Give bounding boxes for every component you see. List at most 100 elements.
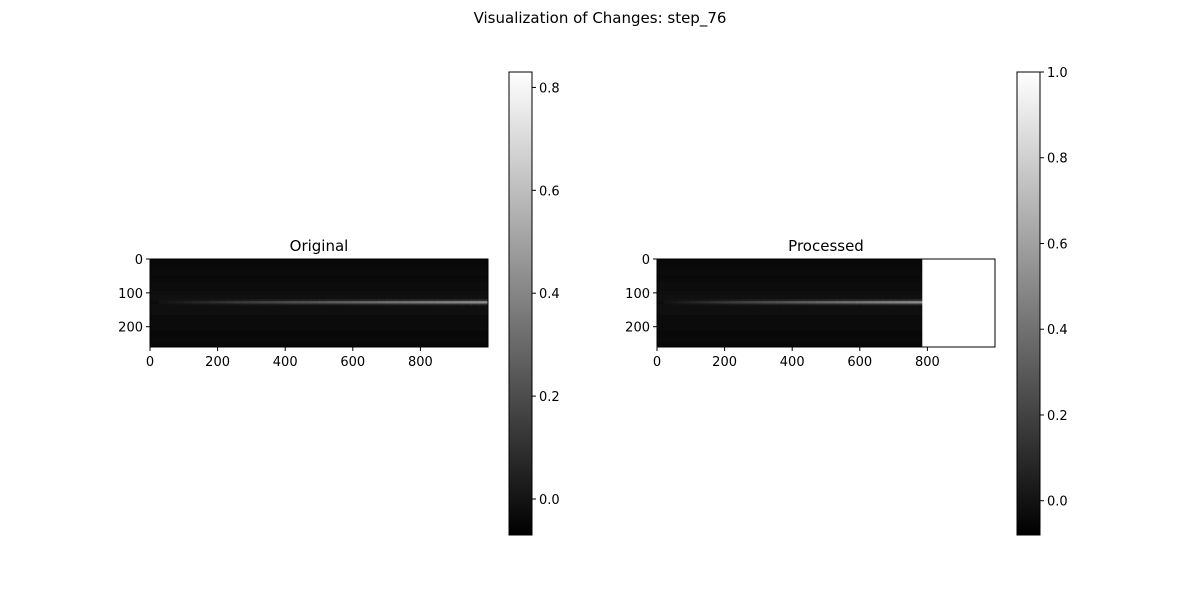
heatmap-row: [657, 267, 923, 272]
heatmap-bright-line-glow: [663, 299, 671, 306]
heatmap-row: [150, 331, 488, 336]
y-tick-label: 100: [118, 287, 143, 302]
heatmap-bright-line-segment: [471, 301, 480, 304]
figure-title: Visualization of Changes: step_76: [474, 9, 727, 28]
heatmap-bright-line-glow: [670, 299, 678, 306]
heatmap-bright-line-segment: [736, 301, 744, 304]
heatmap-fill-region: [922, 259, 995, 347]
heatmap-bright-line-glow: [276, 299, 286, 306]
colorbar-tick-label: 0.0: [539, 493, 560, 508]
heatmap-bright-line-glow: [428, 299, 438, 306]
heatmap-bright-line-glow: [783, 299, 791, 306]
heatmap-bright-line-glow: [763, 299, 771, 306]
heatmap-bright-line-segment: [454, 301, 464, 304]
heatmap-row: [150, 323, 488, 328]
heatmap-bright-line-segment: [729, 301, 737, 304]
axes-frame: [656, 258, 996, 348]
heatmap-bright-line-segment: [663, 301, 671, 304]
heatmap-bright-line-glow: [352, 299, 362, 306]
heatmap-row: [657, 271, 923, 276]
x-tick-label: 600: [340, 355, 365, 370]
heatmap-bright-line-segment: [869, 301, 877, 304]
heatmap-bright-line-glow: [657, 299, 665, 306]
heatmap-row: [657, 343, 923, 348]
heatmap-row: [150, 259, 488, 264]
heatmap-bright-line-segment: [234, 301, 244, 304]
colorbar-tick-label: 0.0: [1047, 495, 1068, 510]
heatmap-bright-line-segment: [344, 301, 354, 304]
heatmap-bright-line-segment: [670, 301, 678, 304]
x-tick-label: 400: [273, 355, 298, 370]
heatmap-bright-line-glow: [395, 299, 404, 306]
heatmap-bright-line-glow: [471, 299, 480, 306]
colorbar-tick-label: 0.6: [1047, 237, 1068, 252]
heatmap-row: [657, 315, 923, 320]
heatmap-row: [150, 303, 488, 308]
heatmap-bright-line-glow: [158, 299, 168, 306]
y-tick-label: 200: [625, 321, 650, 336]
heatmap-row: [657, 283, 923, 288]
colorbar: [1016, 71, 1041, 536]
heatmap-row: [657, 331, 923, 336]
heatmap-bright-line-segment: [842, 301, 850, 304]
heatmap-bright-line-glow: [420, 299, 430, 306]
heatmap-bright-line-glow: [882, 299, 890, 306]
heatmap-bright-line-segment: [378, 301, 387, 304]
heatmap-row: [150, 295, 488, 300]
heatmap-bright-line-segment: [335, 301, 345, 304]
heatmap-row: [657, 319, 923, 324]
heatmap-bright-line-segment: [723, 301, 731, 304]
heatmap-bright-line-glow: [802, 299, 810, 306]
heatmap-bright-line-segment: [902, 301, 910, 304]
heatmap-bright-line-glow: [749, 299, 757, 306]
heatmap-bright-line-glow: [842, 299, 850, 306]
heatmap-row: [657, 287, 923, 292]
heatmap-row: [150, 307, 488, 312]
heatmap-row: [657, 291, 923, 296]
heatmap-bright-line-glow: [690, 299, 698, 306]
heatmap-bright-line-segment: [403, 301, 413, 304]
heatmap-bright-line-segment: [352, 301, 362, 304]
heatmap-bright-line-segment: [428, 301, 438, 304]
heatmap-bright-line-segment: [763, 301, 771, 304]
heatmap-bright-line-segment: [462, 301, 472, 304]
heatmap-bright-line-glow: [226, 299, 235, 306]
heatmap-bright-line-glow: [200, 299, 210, 306]
x-tick-label: 400: [780, 355, 805, 370]
heatmap-row: [657, 295, 923, 300]
axes-title: Original: [290, 237, 349, 255]
heatmap-bright-line-glow: [310, 299, 320, 306]
heatmap-bright-line-glow: [209, 299, 218, 306]
heatmap-row: [150, 319, 488, 324]
heatmap-bright-line-glow: [403, 299, 413, 306]
heatmap-bright-line-glow: [242, 299, 252, 306]
heatmap-row: [150, 279, 488, 284]
heatmap-bright-line-glow: [166, 299, 176, 306]
heatmap-bright-line-segment: [783, 301, 791, 304]
heatmap-bright-line-glow: [902, 299, 910, 306]
heatmap-bright-line-segment: [192, 301, 202, 304]
heatmap-bright-line-glow: [183, 299, 193, 306]
heatmap-bright-line-segment: [849, 301, 857, 304]
axes-title: Processed: [788, 237, 864, 255]
heatmap-bright-line-glow: [829, 299, 837, 306]
heatmap-bright-line-glow: [479, 299, 489, 306]
heatmap-bright-line-segment: [437, 301, 447, 304]
heatmap-bright-line-segment: [683, 301, 691, 304]
heatmap-bright-line-segment: [327, 301, 337, 304]
heatmap-bright-line-segment: [829, 301, 837, 304]
panel-2: Processed 0 200 400 600 800 0 100 200 0.0 0.2 0.4 0.…: [625, 66, 1068, 536]
heatmap-row: [150, 267, 488, 272]
heatmap-bright-line-segment: [395, 301, 404, 304]
heatmap-row: [657, 335, 923, 340]
heatmap-bright-line-glow: [869, 299, 877, 306]
y-tick-label: 0: [642, 253, 650, 268]
colorbar-tick-label: 1.0: [1047, 66, 1068, 81]
heatmap-bright-line-segment: [251, 301, 261, 304]
heatmap-bright-line-glow: [909, 299, 917, 306]
colorbar-tick-label: 0.8: [539, 81, 560, 96]
colorbar-tick-label: 0.4: [1047, 323, 1068, 338]
heatmap-row: [657, 263, 923, 268]
heatmap-bright-line-segment: [259, 301, 269, 304]
heatmap-bright-line-glow: [723, 299, 731, 306]
